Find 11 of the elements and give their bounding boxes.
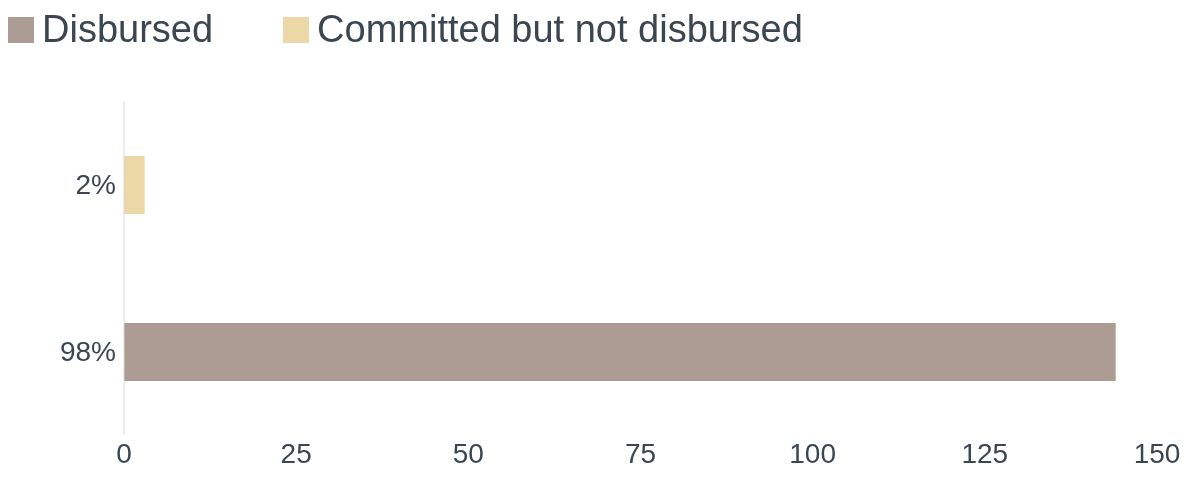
legend-label: Disbursed	[42, 8, 214, 51]
x-tick-label: 125	[961, 437, 1009, 469]
x-tick-label: 100	[789, 437, 837, 469]
x-tick-label: 0	[116, 437, 132, 469]
x-tick-label: 50	[452, 437, 484, 469]
y-tick-label: 98%	[59, 336, 116, 368]
x-tick-label: 150	[1133, 437, 1181, 469]
x-tick-label: 25	[280, 437, 312, 469]
x-tick-label: 75	[624, 437, 657, 469]
y-tick-label: 2%	[75, 169, 116, 201]
legend-label: Committed but not disbursed	[317, 8, 803, 51]
